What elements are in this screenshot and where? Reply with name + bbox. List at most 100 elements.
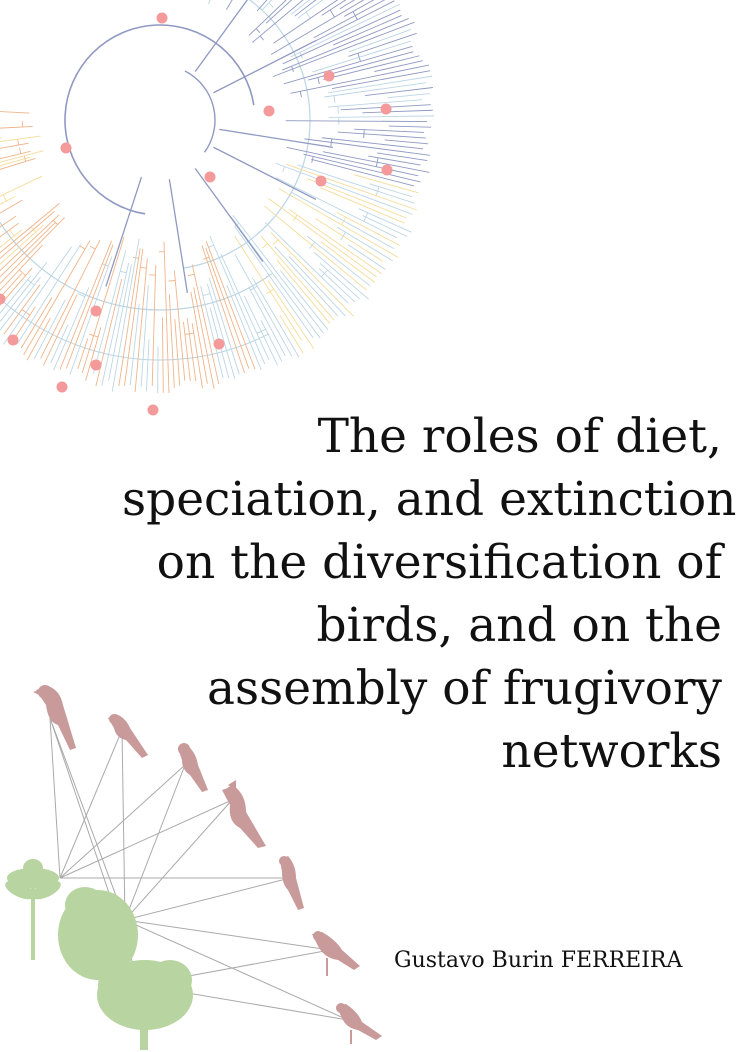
branch-segment bbox=[278, 188, 399, 258]
branch-segment bbox=[328, 75, 433, 94]
branch-segment bbox=[234, 236, 303, 341]
branch-segment bbox=[208, 277, 240, 375]
branch-segment bbox=[339, 0, 356, 10]
branch-segment bbox=[288, 255, 346, 317]
branch-segment bbox=[248, 287, 286, 357]
branch-segment bbox=[213, 146, 317, 201]
branch-segment bbox=[33, 299, 66, 360]
branch-segment bbox=[53, 287, 90, 371]
branch-segment bbox=[353, 174, 419, 194]
branch-segment bbox=[260, 320, 283, 362]
title-line: on the diversification of bbox=[156, 535, 722, 590]
branch-segment bbox=[134, 258, 148, 393]
branch-segment bbox=[291, 0, 310, 15]
branch-segment bbox=[348, 32, 417, 57]
branch-segment bbox=[336, 212, 400, 246]
node-marker bbox=[56, 381, 68, 393]
title-line: speciation, and extinction bbox=[122, 472, 737, 527]
branch-segment bbox=[92, 250, 127, 374]
branch-segment bbox=[168, 294, 175, 388]
branch-segment bbox=[0, 273, 23, 299]
branch-segment bbox=[306, 235, 371, 287]
branch-segment bbox=[111, 238, 140, 392]
branch-segment bbox=[230, 216, 321, 339]
branch-segment bbox=[42, 294, 78, 366]
branch-segment bbox=[282, 18, 409, 71]
bird-silhouette-icon bbox=[33, 685, 76, 750]
node-marker bbox=[380, 103, 392, 115]
branch-segment bbox=[168, 179, 189, 293]
branch-segment bbox=[252, 0, 304, 43]
branch-segment bbox=[297, 0, 324, 19]
branch-segment bbox=[264, 222, 349, 304]
branch-segment bbox=[275, 162, 413, 215]
branch-segment bbox=[205, 247, 250, 369]
branch-arc bbox=[299, 91, 302, 98]
node-marker bbox=[263, 105, 275, 117]
branch-segment bbox=[173, 270, 186, 381]
branch-segment bbox=[312, 40, 412, 73]
branch-segment bbox=[0, 135, 41, 142]
branch-segment bbox=[264, 205, 367, 291]
branch-segment bbox=[323, 55, 420, 80]
branch-segment bbox=[313, 251, 369, 300]
node-marker bbox=[156, 12, 168, 24]
author-name: Gustavo Burin FERREIRA bbox=[394, 948, 683, 973]
branch-segment bbox=[368, 155, 421, 166]
branch-segment bbox=[234, 254, 293, 357]
branch-segment bbox=[0, 156, 31, 167]
branch-segment bbox=[191, 264, 220, 385]
branch-segment bbox=[194, 0, 248, 72]
branch-segment bbox=[243, 295, 278, 366]
branch-segment bbox=[0, 244, 43, 292]
branch-segment bbox=[280, 270, 329, 331]
branch-segment bbox=[16, 244, 82, 345]
branch-segment bbox=[201, 245, 245, 373]
branch-segment bbox=[0, 150, 44, 163]
node-marker bbox=[7, 334, 19, 346]
branch-segment bbox=[20, 297, 53, 349]
branch-segment bbox=[318, 268, 356, 303]
branch-segment bbox=[118, 248, 141, 387]
tree-icon bbox=[97, 960, 193, 1050]
branch-segment bbox=[260, 235, 335, 321]
branch-segment bbox=[324, 82, 427, 98]
branch-segment bbox=[270, 0, 365, 55]
branch-segment bbox=[274, 246, 338, 316]
branch-segment bbox=[321, 0, 347, 16]
branch-segment bbox=[286, 163, 418, 211]
branch-arc bbox=[268, 2, 274, 8]
branch-segment bbox=[194, 168, 264, 262]
branch-segment bbox=[213, 39, 317, 94]
branch-segment bbox=[267, 198, 377, 278]
branch-segment bbox=[384, 139, 429, 145]
branch-arc bbox=[77, 293, 86, 298]
branch-arc bbox=[64, 24, 255, 215]
branch-segment bbox=[81, 236, 125, 373]
branch-segment bbox=[108, 264, 132, 381]
branch-segment bbox=[283, 45, 413, 85]
branch-segment bbox=[328, 115, 435, 118]
node-marker bbox=[204, 171, 216, 183]
bird-silhouette-icon bbox=[178, 743, 208, 792]
branch-segment bbox=[191, 323, 203, 389]
tree-icon bbox=[58, 887, 138, 980]
branch-segment bbox=[69, 256, 113, 375]
branch-arc bbox=[0, 298, 270, 361]
branch-segment bbox=[294, 0, 317, 17]
branch-segment bbox=[279, 315, 304, 354]
node-marker bbox=[60, 142, 72, 154]
branch-segment bbox=[349, 29, 412, 53]
thesis-title: The roles of diet, speciation, and extin… bbox=[122, 405, 737, 783]
branch-segment bbox=[290, 64, 430, 94]
branch-arc bbox=[19, 147, 22, 154]
branch-segment bbox=[0, 214, 60, 272]
node-marker bbox=[90, 305, 102, 317]
branch-segment bbox=[0, 199, 23, 214]
bird-silhouette-icon bbox=[108, 714, 148, 758]
branch-segment bbox=[0, 175, 43, 197]
branch-segment bbox=[0, 267, 33, 306]
branch-segment bbox=[362, 109, 433, 114]
branch-segment bbox=[200, 286, 224, 379]
